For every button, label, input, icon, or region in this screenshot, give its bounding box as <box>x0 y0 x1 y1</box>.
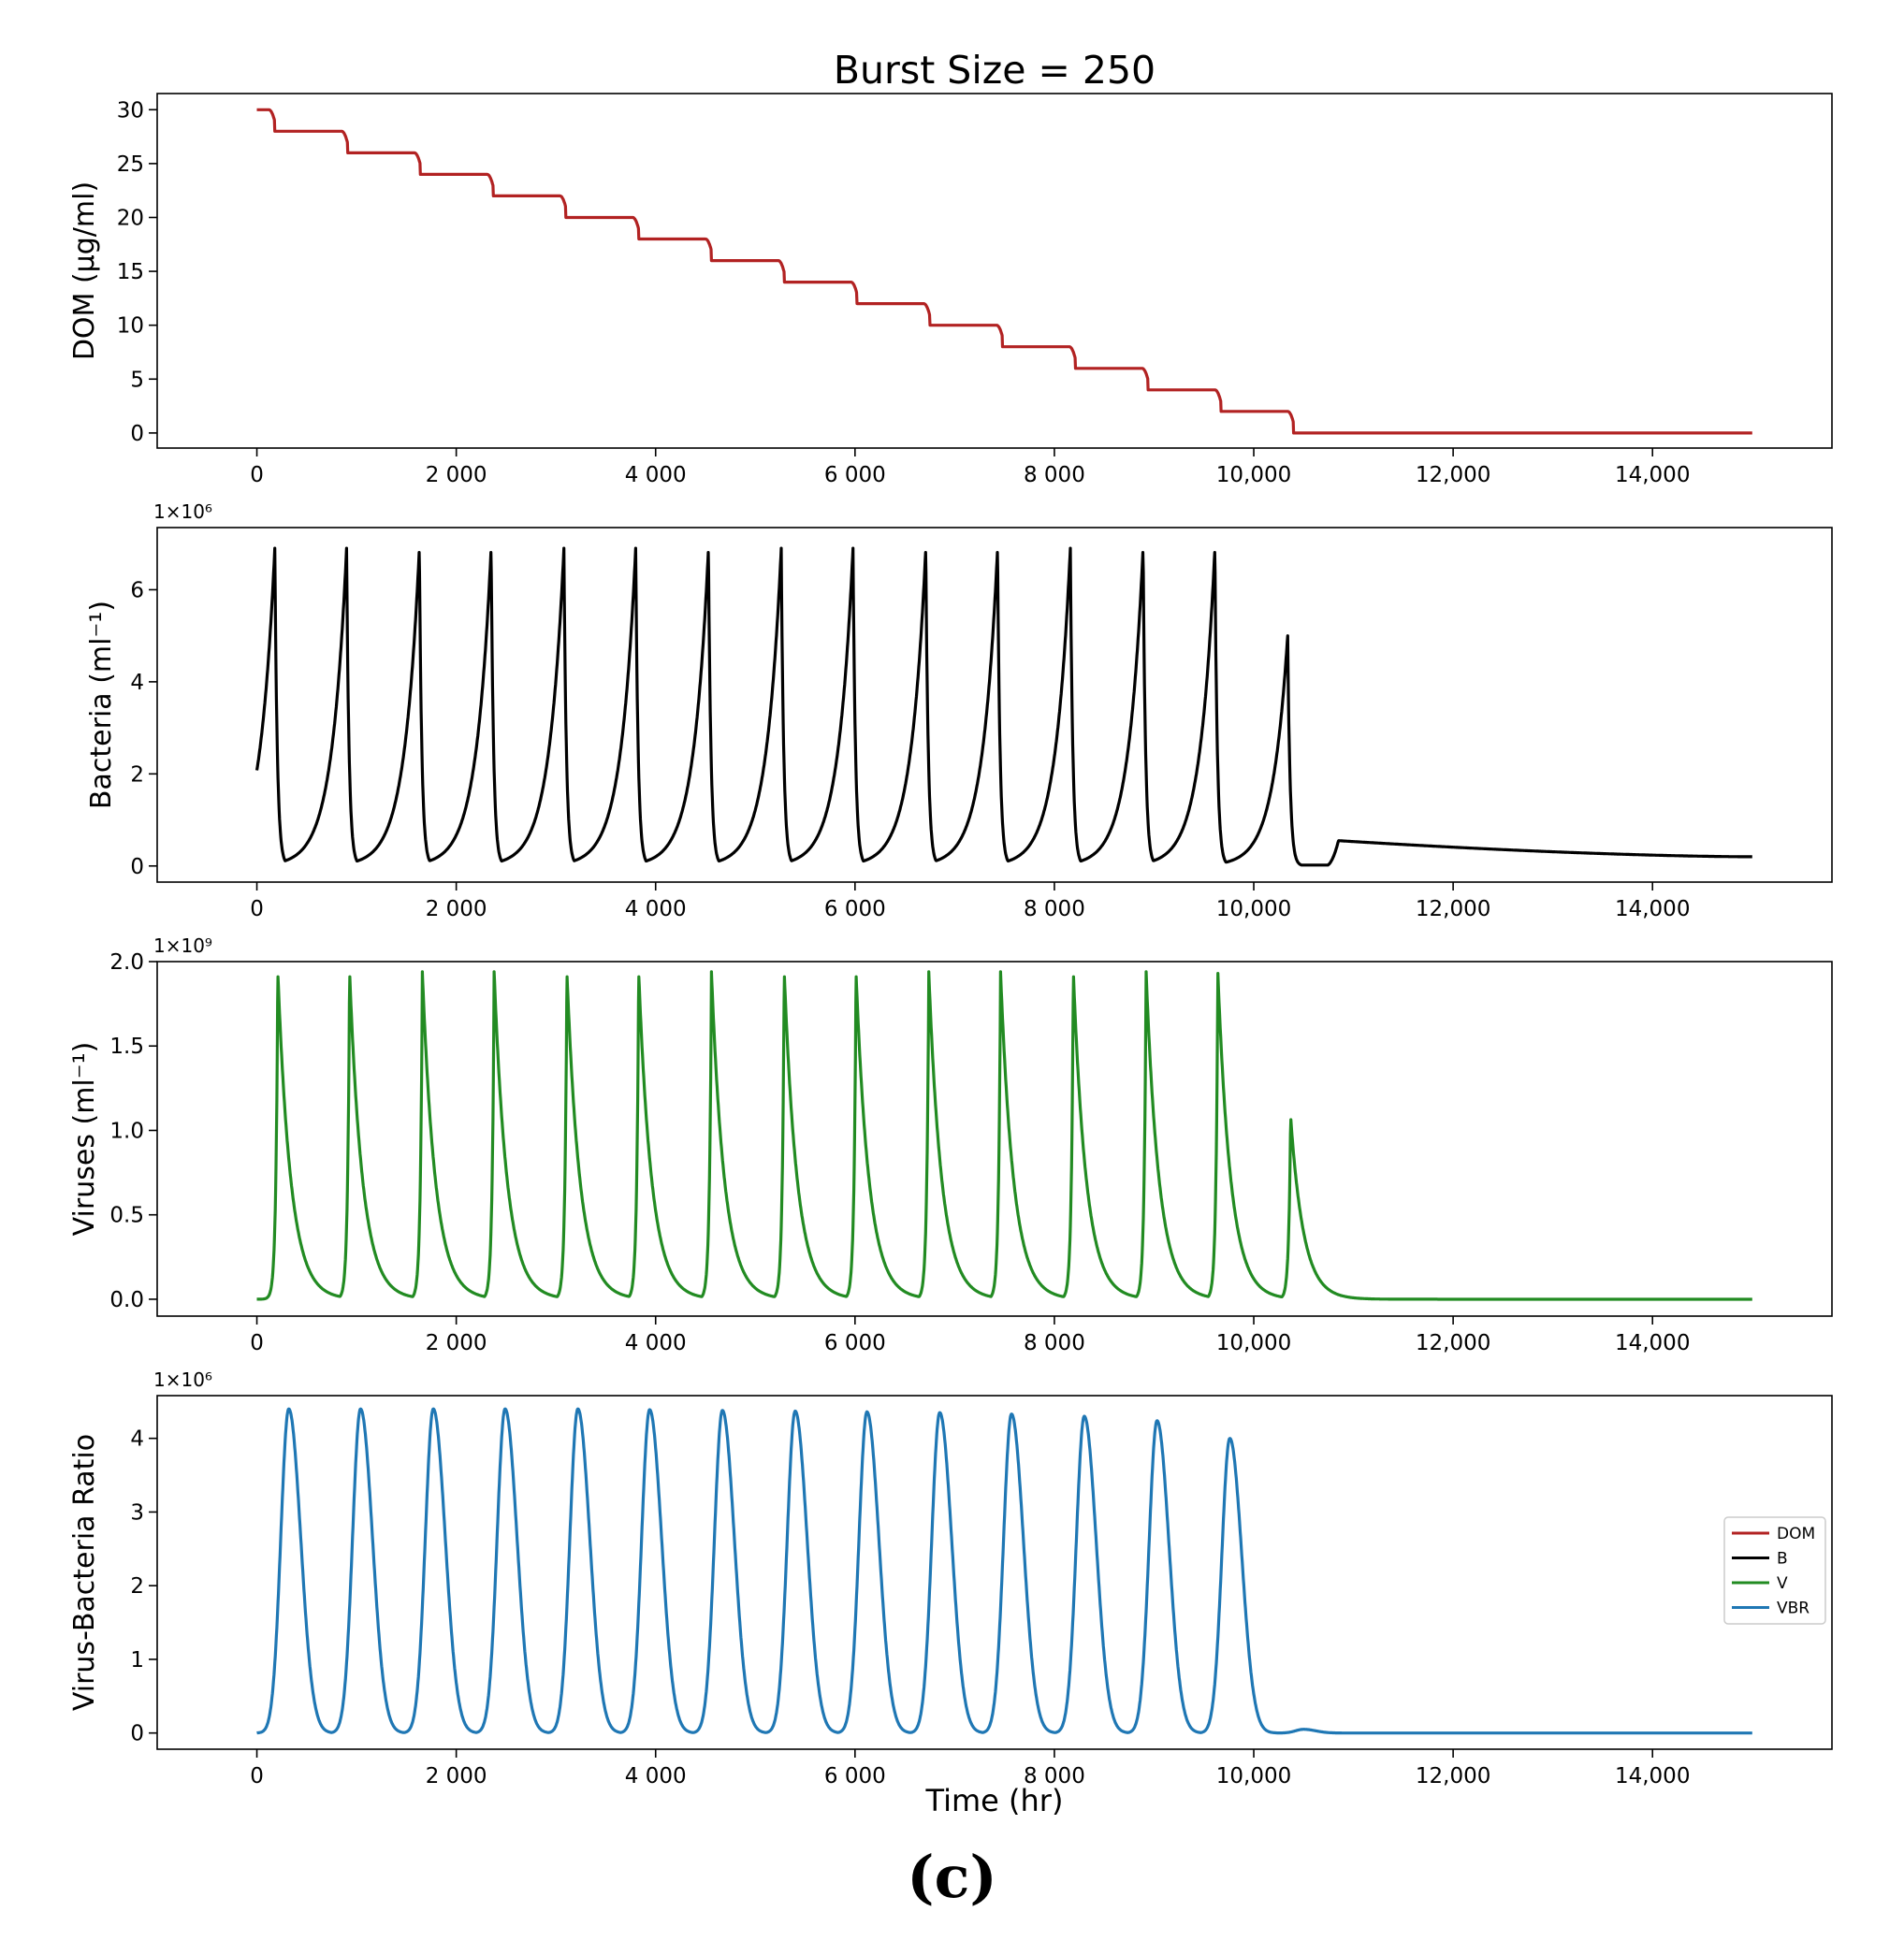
y-tick-label: 0 <box>130 1722 144 1746</box>
x-tick-label: 4 000 <box>625 897 687 921</box>
chart-dom: 0 2 000 4 000 6 000 8 000 10,000 12,000 14,000 0… <box>68 93 1833 487</box>
plot-frame <box>156 527 1833 883</box>
x-tick-label: 12,000 <box>1416 1331 1490 1355</box>
x-tick-label: 0 <box>250 1331 264 1355</box>
y-tick-label: 15 <box>117 260 144 284</box>
axis-multiplier: 1×10⁹ <box>153 934 212 957</box>
figure-title: Burst Size = 250 <box>834 48 1155 93</box>
plot-frame <box>156 93 1833 449</box>
legend-entry-label: V <box>1777 1574 1788 1593</box>
x-tick-label: 0 <box>250 463 264 487</box>
x-tick-label: 6 000 <box>824 463 886 487</box>
y-axis-label: DOM (μg/ml) <box>68 181 101 360</box>
x-tick-label: 14,000 <box>1615 897 1690 921</box>
axis-multiplier: 1×10⁶ <box>153 1368 212 1391</box>
y-tick-label: 0.0 <box>109 1288 144 1312</box>
plot-frame <box>156 1395 1833 1750</box>
legend-box <box>1723 1516 1826 1625</box>
x-axis-label: Time (hr) <box>925 1783 1064 1818</box>
x-tick-label: 0 <box>250 897 264 921</box>
y-tick-label: 1.0 <box>109 1119 144 1143</box>
y-tick-label: 30 <box>117 98 144 123</box>
x-tick-label: 10,000 <box>1216 897 1291 921</box>
chart-vbr: 0 2 000 4 000 6 000 8 000 10,000 12,000 14,000 0… <box>68 1368 1833 1788</box>
y-tick-label: 6 <box>130 578 144 602</box>
legend: DOM BV VBR <box>1723 1516 1826 1625</box>
y-axis-label: Virus-Bacteria Ratio <box>68 1434 101 1711</box>
series-line-dom <box>255 108 1753 435</box>
panel-label: (c) <box>907 1843 997 1911</box>
x-tick-label: 8 000 <box>1024 463 1085 487</box>
x-tick-label: 2 000 <box>426 1764 487 1788</box>
x-tick-label: 10,000 <box>1216 1331 1291 1355</box>
x-tick-label: 4 000 <box>625 463 687 487</box>
y-tick-label: 25 <box>117 152 144 177</box>
y-tick-label: 1.5 <box>109 1035 144 1059</box>
x-tick-label: 2 000 <box>426 897 487 921</box>
chart-bacteria: 0 2 000 4 000 6 000 8 000 10,000 12,000 14,000 0… <box>85 500 1833 921</box>
y-tick-label: 0 <box>130 855 144 879</box>
x-tick-label: 6 000 <box>824 1331 886 1355</box>
x-tick-label: 8 000 <box>1024 1764 1085 1788</box>
x-tick-label: 14,000 <box>1615 1764 1690 1788</box>
x-tick-label: 10,000 <box>1216 463 1291 487</box>
y-tick-label: 1 <box>130 1648 144 1673</box>
x-tick-label: 0 <box>250 1764 264 1788</box>
y-tick-label: 3 <box>130 1500 144 1525</box>
y-tick-label: 0 <box>130 422 144 446</box>
x-tick-label: 2 000 <box>426 463 487 487</box>
plot-frame <box>156 961 1833 1317</box>
series-line-b <box>254 546 1753 867</box>
series-line-vbr <box>255 1407 1753 1735</box>
x-tick-label: 8 000 <box>1024 897 1085 921</box>
y-tick-label: 2 <box>130 762 144 787</box>
x-tick-label: 8 000 <box>1024 1331 1085 1355</box>
legend-entry-label: B <box>1777 1550 1788 1569</box>
chart-viruses: 0 2 000 4 000 6 000 8 000 10,000 12,000 14,000 0… <box>68 934 1833 1355</box>
x-tick-label: 12,000 <box>1416 463 1490 487</box>
y-axis-label: Viruses (ml⁻¹) <box>68 1042 101 1237</box>
x-tick-label: 12,000 <box>1416 1764 1490 1788</box>
x-tick-label: 4 000 <box>625 1764 687 1788</box>
x-tick-label: 6 000 <box>824 1764 886 1788</box>
y-tick-label: 2 <box>130 1574 144 1599</box>
y-tick-label: 5 <box>130 368 144 392</box>
y-tick-label: 4 <box>130 1427 144 1452</box>
axis-multiplier: 1×10⁶ <box>153 500 212 523</box>
x-tick-label: 4 000 <box>625 1331 687 1355</box>
y-axis-label: Bacteria (ml⁻¹) <box>85 601 118 809</box>
y-tick-label: 2.0 <box>109 950 144 975</box>
x-tick-label: 6 000 <box>824 897 886 921</box>
x-tick-label: 12,000 <box>1416 897 1490 921</box>
x-tick-label: 2 000 <box>426 1331 487 1355</box>
x-tick-label: 14,000 <box>1615 1331 1690 1355</box>
y-tick-label: 4 <box>130 671 144 695</box>
series-line-v <box>255 970 1753 1301</box>
y-tick-label: 10 <box>117 314 144 339</box>
legend-entry-label: VBR <box>1777 1600 1810 1618</box>
legend-entry-label: DOM <box>1777 1525 1815 1543</box>
y-tick-label: 0.5 <box>109 1204 144 1228</box>
x-tick-label: 14,000 <box>1615 463 1690 487</box>
y-tick-label: 20 <box>117 206 144 230</box>
x-tick-label: 10,000 <box>1216 1764 1291 1788</box>
